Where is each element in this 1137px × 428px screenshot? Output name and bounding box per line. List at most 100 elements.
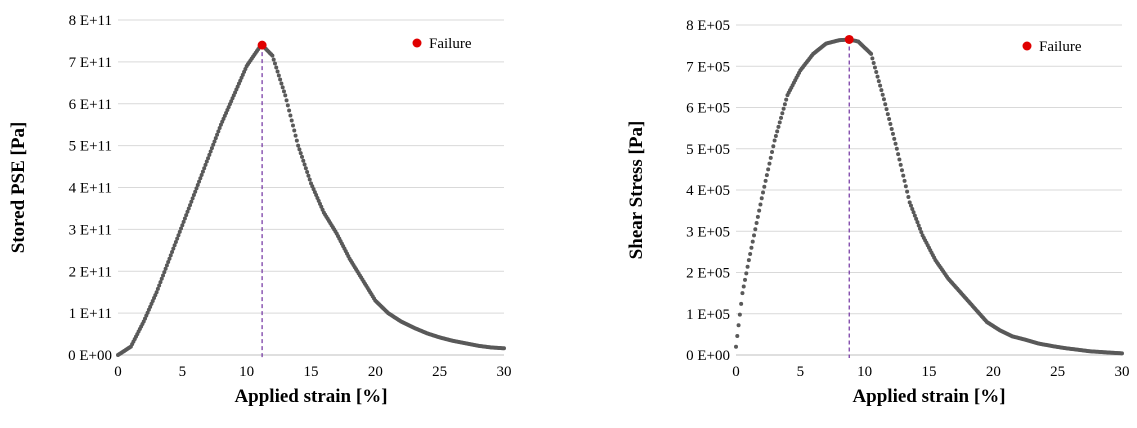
- failure-point: [844, 34, 854, 44]
- data-point: [876, 79, 881, 84]
- legend-marker: [412, 38, 422, 48]
- data-point: [887, 117, 892, 122]
- data-point: [207, 152, 212, 157]
- data-point: [749, 245, 754, 250]
- data-point: [911, 210, 916, 215]
- data-point: [189, 199, 194, 204]
- data-point: [883, 102, 888, 107]
- data-point: [163, 266, 168, 271]
- data-point: [903, 184, 908, 189]
- data-point: [893, 141, 898, 146]
- data-point: [919, 230, 924, 235]
- data-point: [781, 106, 786, 111]
- data-point: [271, 57, 276, 62]
- x-tick-label: 15: [922, 364, 937, 380]
- data-point: [772, 138, 777, 143]
- data-point: [307, 177, 312, 182]
- data-point: [889, 126, 894, 131]
- data-point: [168, 253, 173, 258]
- y-tick-label: 1 E+05: [686, 307, 730, 323]
- chart-2: 0 E+00 1 E+05 2 E+05 3 E+05 4 E+05 5 E+05 6 E+…: [626, 18, 1130, 407]
- data-point: [212, 139, 217, 144]
- x-tick-label: 15: [304, 364, 319, 380]
- data-point: [182, 216, 187, 221]
- data-point: [166, 260, 171, 265]
- data-point: [752, 233, 757, 238]
- y-tick-label: 5 E+05: [686, 142, 730, 158]
- data-point: [777, 120, 782, 125]
- data-point: [902, 178, 907, 183]
- legend-label: Failure: [429, 36, 472, 52]
- data-point: [748, 251, 753, 256]
- data-point: [272, 61, 277, 66]
- y-tick-label: 8 E+05: [686, 18, 730, 34]
- data-point: [211, 142, 216, 147]
- data-point: [739, 301, 744, 306]
- data-point: [735, 334, 740, 339]
- data-point: [173, 239, 178, 244]
- data-point: [301, 158, 306, 163]
- series-points: [734, 37, 1124, 356]
- data-point: [202, 166, 207, 171]
- legend: Failure: [412, 36, 472, 52]
- y-tick-label: 1 E+11: [69, 306, 112, 322]
- data-point: [180, 223, 185, 228]
- y-tick-label: 4 E+05: [686, 183, 730, 199]
- data-point: [278, 77, 283, 82]
- x-tick-label: 25: [1050, 364, 1065, 380]
- data-point: [740, 291, 745, 296]
- data-point: [280, 85, 285, 90]
- y-axis-title: Stored PSE [Pa]: [8, 122, 29, 254]
- y-tick-label: 6 E+05: [686, 101, 730, 117]
- x-tick-label: 10: [857, 364, 872, 380]
- data-point: [907, 200, 912, 205]
- data-point: [894, 146, 899, 151]
- y-tick-label: 0 E+00: [686, 348, 730, 364]
- y-tick-label: 8 E+11: [69, 13, 112, 29]
- data-point: [297, 147, 302, 152]
- data-point: [274, 65, 279, 70]
- data-point: [870, 56, 875, 61]
- data-point: [158, 280, 163, 285]
- data-point: [195, 182, 200, 187]
- y-tick-label: 3 E+05: [686, 224, 730, 240]
- data-point: [276, 73, 281, 78]
- x-tick-label: 0: [732, 364, 740, 380]
- data-point: [872, 65, 877, 70]
- data-point: [880, 92, 885, 97]
- data-point: [283, 93, 288, 98]
- data-point: [306, 173, 311, 178]
- data-point: [770, 150, 775, 155]
- data-point: [771, 144, 776, 149]
- data-point: [288, 113, 293, 118]
- data-point: [754, 221, 759, 225]
- data-point: [763, 178, 768, 183]
- data-point: [204, 159, 209, 164]
- data-point: [203, 162, 208, 167]
- data-point: [208, 149, 213, 154]
- data-point: [884, 107, 889, 112]
- data-point: [159, 276, 164, 281]
- x-tick-label: 30: [497, 364, 512, 380]
- data-point: [776, 124, 781, 129]
- data-point: [871, 60, 876, 65]
- y-tick-label: 4 E+11: [69, 181, 112, 197]
- x-tick-label: 10: [239, 364, 254, 380]
- y-tick-label: 3 E+11: [69, 222, 112, 238]
- data-point: [198, 176, 203, 181]
- x-tick-label: 25: [432, 364, 447, 380]
- data-point: [901, 173, 906, 178]
- data-point: [171, 246, 176, 251]
- data-point: [745, 264, 750, 269]
- data-point: [761, 190, 766, 195]
- data-point: [181, 219, 186, 224]
- data-point: [217, 126, 222, 131]
- data-point: [206, 156, 211, 161]
- data-point: [767, 161, 772, 166]
- data-point: [906, 195, 911, 200]
- x-axis-title: Applied strain [%]: [852, 386, 1005, 407]
- legend-marker: [1022, 41, 1032, 51]
- data-point: [290, 123, 295, 128]
- data-point: [782, 102, 787, 107]
